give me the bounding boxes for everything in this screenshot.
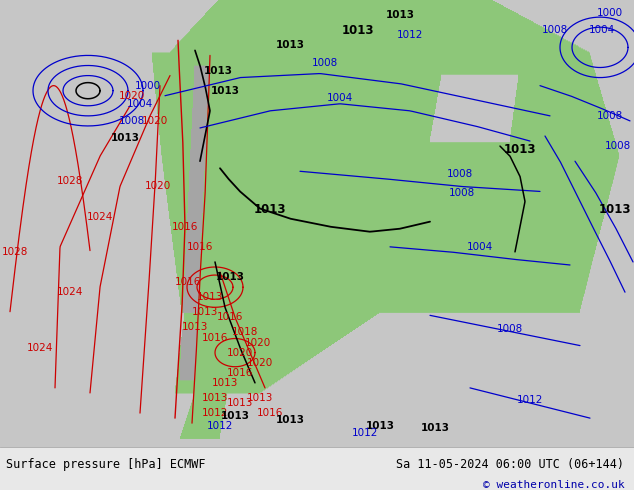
Text: 1013: 1013 xyxy=(276,40,304,50)
Text: 1004: 1004 xyxy=(327,93,353,103)
Text: 1020: 1020 xyxy=(245,338,271,347)
Text: 1020: 1020 xyxy=(142,116,168,126)
Text: 1004: 1004 xyxy=(467,242,493,252)
Text: © weatheronline.co.uk: © weatheronline.co.uk xyxy=(482,480,624,490)
Text: 1004: 1004 xyxy=(589,25,615,35)
Text: 1024: 1024 xyxy=(87,212,113,221)
Text: 1008: 1008 xyxy=(542,25,568,35)
Text: 1000: 1000 xyxy=(135,81,161,91)
Text: Sa 11-05-2024 06:00 UTC (06+144): Sa 11-05-2024 06:00 UTC (06+144) xyxy=(396,458,624,471)
Text: 1013: 1013 xyxy=(192,307,218,318)
Text: 1004: 1004 xyxy=(127,99,153,109)
Text: 1013: 1013 xyxy=(385,10,415,20)
Text: 1016: 1016 xyxy=(257,408,283,418)
Text: 1012: 1012 xyxy=(202,408,228,418)
Text: 1013: 1013 xyxy=(365,421,394,431)
Text: 1016: 1016 xyxy=(175,277,201,287)
Text: 1013: 1013 xyxy=(182,322,208,332)
Text: 1016: 1016 xyxy=(217,312,243,322)
Text: 1013: 1013 xyxy=(420,423,450,433)
Text: 1013: 1013 xyxy=(202,393,228,403)
Text: 1013: 1013 xyxy=(212,378,238,388)
Text: 1000: 1000 xyxy=(597,8,623,18)
Text: 1020: 1020 xyxy=(119,91,145,101)
Text: 1020: 1020 xyxy=(247,358,273,368)
Text: 1008: 1008 xyxy=(605,141,631,151)
Text: 1013: 1013 xyxy=(197,292,223,302)
Text: 1012: 1012 xyxy=(352,428,378,438)
Text: 1024: 1024 xyxy=(27,343,53,353)
Text: 1013: 1013 xyxy=(247,393,273,403)
Text: 1013: 1013 xyxy=(598,203,631,216)
Text: 1013: 1013 xyxy=(210,86,240,96)
Text: 1016: 1016 xyxy=(187,242,213,252)
Text: 1013: 1013 xyxy=(216,272,245,282)
Text: 1028: 1028 xyxy=(2,247,28,257)
Text: 1008: 1008 xyxy=(119,116,145,126)
Text: 1008: 1008 xyxy=(449,189,475,198)
Text: 1020: 1020 xyxy=(145,181,171,192)
Text: 1013: 1013 xyxy=(204,66,233,75)
Text: 1013: 1013 xyxy=(254,203,286,216)
Text: Surface pressure [hPa] ECMWF: Surface pressure [hPa] ECMWF xyxy=(6,458,206,471)
Text: 1012: 1012 xyxy=(517,395,543,405)
Text: 1012: 1012 xyxy=(397,30,423,40)
Text: 1008: 1008 xyxy=(447,170,473,179)
Text: 1028: 1028 xyxy=(57,176,83,186)
Text: 1013: 1013 xyxy=(504,143,536,156)
Text: 1013: 1013 xyxy=(221,411,250,421)
Text: 1016: 1016 xyxy=(227,368,253,378)
Text: 1016: 1016 xyxy=(202,333,228,343)
Text: 1018: 1018 xyxy=(232,327,258,338)
Text: 1013: 1013 xyxy=(342,24,374,37)
Text: 1013: 1013 xyxy=(227,398,253,408)
Text: 1008: 1008 xyxy=(597,111,623,121)
Text: 1016: 1016 xyxy=(172,221,198,232)
Text: 1008: 1008 xyxy=(497,324,523,335)
Text: 1013: 1013 xyxy=(110,133,139,143)
Text: 1012: 1012 xyxy=(207,421,233,431)
Text: 1020: 1020 xyxy=(227,347,253,358)
Text: 1013: 1013 xyxy=(276,415,304,425)
Text: 1024: 1024 xyxy=(57,287,83,297)
Text: 1008: 1008 xyxy=(312,58,338,69)
